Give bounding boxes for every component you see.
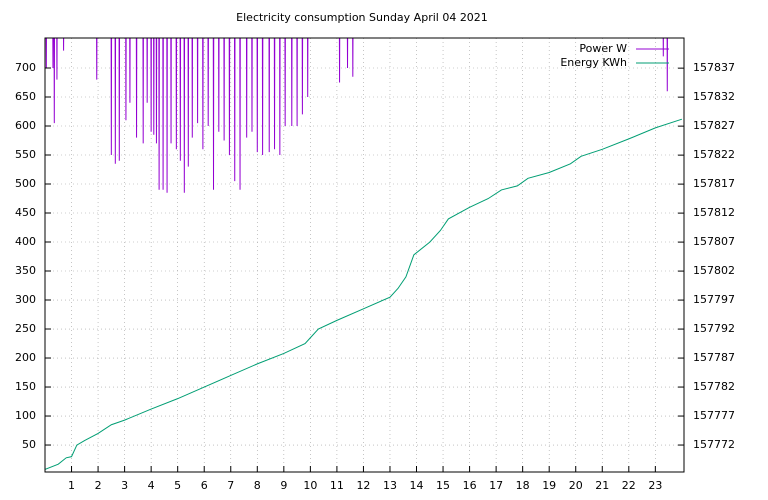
x-tick-label: 23 [648, 479, 662, 492]
y-tick-label: 700 [15, 61, 36, 74]
grid [45, 38, 684, 472]
plot-area [45, 38, 683, 470]
series-line [45, 38, 668, 193]
y2-tick-label: 157817 [693, 177, 735, 190]
x-tick-label: 21 [595, 479, 609, 492]
y-tick-label: 650 [15, 90, 36, 103]
y-tick-label: 450 [15, 206, 36, 219]
x-tick-label: 18 [516, 479, 530, 492]
y-tick-label: 600 [15, 119, 36, 132]
y-tick-label: 300 [15, 293, 36, 306]
x-tick-label: 2 [95, 479, 102, 492]
y-tick-label: 100 [15, 409, 36, 422]
x-tick-label: 17 [489, 479, 503, 492]
x-tick-label: 8 [254, 479, 261, 492]
x-tick-label: 14 [410, 479, 424, 492]
y2-tick-label: 157772 [693, 438, 735, 451]
x-tick-label: 20 [569, 479, 583, 492]
y2-tick-label: 157827 [693, 119, 735, 132]
y2-tick-label: 157802 [693, 264, 735, 277]
legend-label: Energy KWh [560, 56, 627, 69]
x-tick-label: 11 [330, 479, 344, 492]
y-tick-label: 350 [15, 264, 36, 277]
y-tick-label: 550 [15, 148, 36, 161]
y2-tick-label: 157792 [693, 322, 735, 335]
x-tick-label: 15 [436, 479, 450, 492]
axes: 1 2 3 4 5 6 7 8 9 10 11 12 13 14 15 16 17 18 19 20 21 22 23501… [15, 42, 735, 492]
legend-label: Power W [579, 42, 627, 55]
y-tick-label: 150 [15, 380, 36, 393]
x-tick-label: 1 [68, 479, 75, 492]
x-tick-label: 12 [356, 479, 370, 492]
x-tick-label: 4 [148, 479, 155, 492]
y2-tick-label: 157807 [693, 235, 735, 248]
y-tick-label: 500 [15, 177, 36, 190]
y2-tick-label: 157787 [693, 351, 735, 364]
x-tick-label: 19 [542, 479, 556, 492]
y2-tick-label: 157812 [693, 206, 735, 219]
y-tick-label: 200 [15, 351, 36, 364]
y2-tick-label: 157777 [693, 409, 735, 422]
x-tick-label: 7 [227, 479, 234, 492]
chart-title: Electricity consumption Sunday April 04 … [236, 11, 488, 24]
y2-tick-label: 157782 [693, 380, 735, 393]
x-tick-label: 3 [121, 479, 128, 492]
y-tick-label: 250 [15, 322, 36, 335]
y-tick-label: 400 [15, 235, 36, 248]
x-tick-label: 16 [463, 479, 477, 492]
x-tick-label: 5 [174, 479, 181, 492]
x-tick-label: 22 [622, 479, 636, 492]
y2-tick-label: 157822 [693, 148, 735, 161]
plot-border [44, 37, 685, 473]
x-tick-label: 6 [201, 479, 208, 492]
series-line [45, 118, 683, 470]
y-tick-label: 50 [22, 438, 36, 451]
y2-tick-label: 157797 [693, 293, 735, 306]
x-tick-label: 10 [303, 479, 317, 492]
x-tick-label: 13 [383, 479, 397, 492]
y2-tick-label: 157832 [693, 90, 735, 103]
y2-tick-label: 157837 [693, 61, 735, 74]
x-tick-label: 9 [280, 479, 287, 492]
